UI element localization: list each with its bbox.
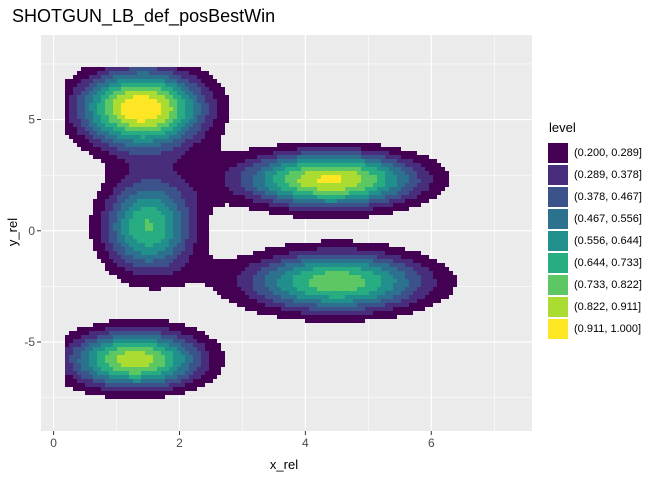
legend-key-swatch (548, 143, 568, 163)
legend-key-swatch (548, 209, 568, 229)
legend-entry: (0.556, 0.644] (548, 230, 642, 252)
legend-entries: (0.200, 0.289] (0.289, 0.378] (0.378, 0.46… (548, 142, 642, 340)
legend-entry: (0.200, 0.289] (548, 142, 642, 164)
x-tick-label: 4 (302, 436, 309, 450)
legend-key-swatch (548, 253, 568, 273)
legend-entry: (0.467, 0.556] (548, 208, 642, 230)
y-tick-label: -5 (24, 335, 35, 349)
x-tick-label: 6 (428, 436, 435, 450)
legend-key-swatch (548, 231, 568, 251)
legend-entry-label: (0.289, 0.378] (574, 169, 642, 181)
legend-entry: (0.289, 0.378] (548, 164, 642, 186)
axis-ticks: 0 2 4 6 -5 0 5 (24, 113, 435, 450)
legend-entry: (0.644, 0.733] (548, 252, 642, 274)
x-axis-label: x_rel (269, 457, 299, 472)
legend-title: level (549, 120, 576, 135)
legend-entry: (0.733, 0.822] (548, 274, 642, 296)
legend-key-swatch (548, 165, 568, 185)
y-tick-label: 5 (28, 113, 35, 127)
legend-entry: (0.378, 0.467] (548, 186, 642, 208)
chart-title: SHOTGUN_LB_def_posBestWin (12, 6, 276, 26)
legend-entry: (0.822, 0.911] (548, 296, 642, 318)
y-tick-label: 0 (28, 224, 35, 238)
x-tick-label: 0 (50, 436, 57, 450)
legend-entry-label: (0.556, 0.644] (574, 235, 642, 247)
legend-entry-label: (0.911, 1.000] (574, 323, 642, 335)
legend-key-swatch (548, 187, 568, 207)
y-axis-label: y_rel (5, 217, 20, 247)
legend-key-swatch (548, 297, 568, 317)
legend: level (0.200, 0.289] (0.289, 0.378] (0.378… (548, 120, 642, 340)
legend-key-swatch (548, 275, 568, 295)
legend-entry-label: (0.733, 0.822] (574, 279, 642, 291)
legend-entry-label: (0.644, 0.733] (574, 257, 642, 269)
legend-entry-label: (0.822, 0.911] (574, 301, 642, 313)
contour-layer (65, 67, 457, 399)
legend-entry-label: (0.467, 0.556] (574, 213, 642, 225)
legend-entry: (0.911, 1.000] (548, 318, 642, 340)
legend-entry-label: (0.378, 0.467] (574, 191, 642, 203)
legend-entry-label: (0.200, 0.289] (574, 147, 642, 159)
x-tick-label: 2 (176, 436, 183, 450)
legend-key-swatch (548, 319, 568, 339)
